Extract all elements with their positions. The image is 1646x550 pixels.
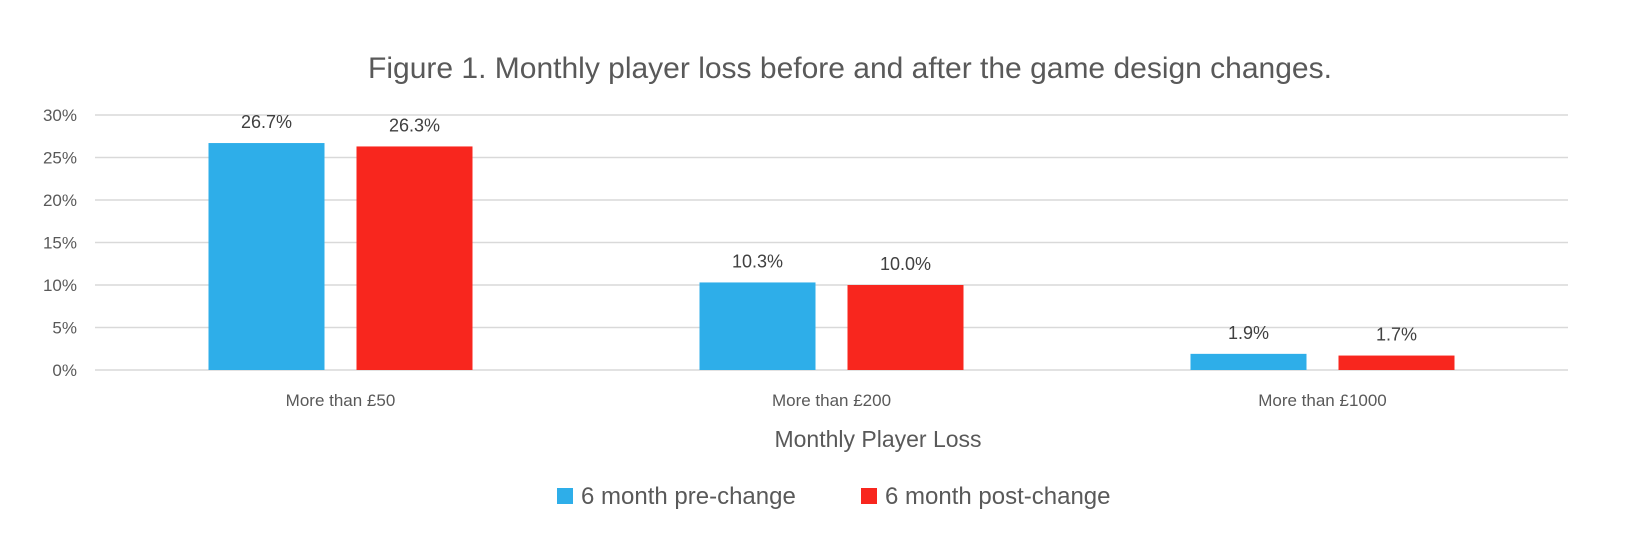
bars	[208, 143, 1455, 370]
x-category-label: More than £200	[772, 391, 891, 410]
y-tick-label: 15%	[43, 234, 77, 253]
y-tick-label: 20%	[43, 191, 77, 210]
y-tick-label: 0%	[52, 361, 77, 380]
data-label: 10.0%	[880, 254, 931, 274]
data-label: 10.3%	[732, 251, 783, 271]
bar	[699, 282, 816, 370]
bar	[1190, 353, 1307, 370]
x-category-label: More than £50	[286, 391, 396, 410]
data-labels: 26.7% 26.3% 10.3% 10.0% 1.9% 1.7%	[241, 112, 1417, 344]
y-tick-label: 5%	[52, 319, 77, 338]
data-label: 26.3%	[389, 115, 440, 135]
y-axis-ticks: 0% 5% 10% 15% 20% 25% 30%	[43, 106, 77, 380]
legend-swatch	[861, 488, 877, 504]
legend-swatch	[557, 488, 573, 504]
legend-label: 6 month pre-change	[581, 483, 796, 510]
bar	[208, 143, 325, 370]
data-label: 1.7%	[1376, 325, 1417, 345]
y-tick-label: 10%	[43, 276, 77, 295]
bar	[356, 146, 473, 370]
y-tick-label: 25%	[43, 149, 77, 168]
legend-label: 6 month post-change	[885, 483, 1110, 510]
gridlines	[95, 114, 1568, 371]
chart-title: Figure 1. Monthly player loss before and…	[368, 52, 1332, 85]
data-label: 26.7%	[241, 112, 292, 132]
x-axis-title: Monthly Player Loss	[774, 426, 981, 452]
bar	[1338, 355, 1455, 370]
x-axis-categories: More than £50 More than £200 More than £10…	[286, 391, 1387, 410]
bar	[847, 285, 964, 370]
legend: 6 month pre-change 6 month post-change	[557, 483, 1110, 510]
data-label: 1.9%	[1228, 323, 1269, 343]
y-tick-label: 30%	[43, 106, 77, 125]
x-category-label: More than £1000	[1258, 391, 1387, 410]
